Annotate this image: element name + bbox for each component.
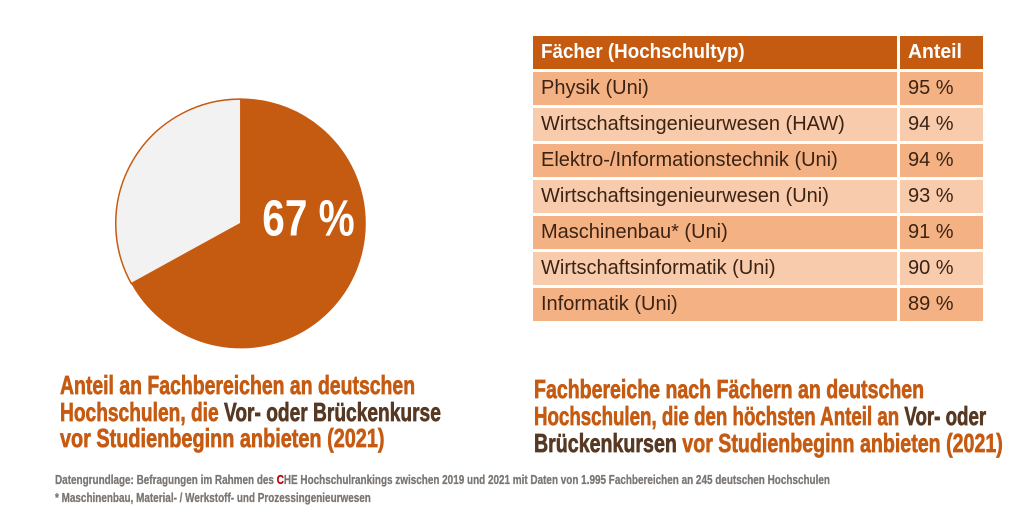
svg-text:67 %: 67 %: [262, 189, 354, 247]
